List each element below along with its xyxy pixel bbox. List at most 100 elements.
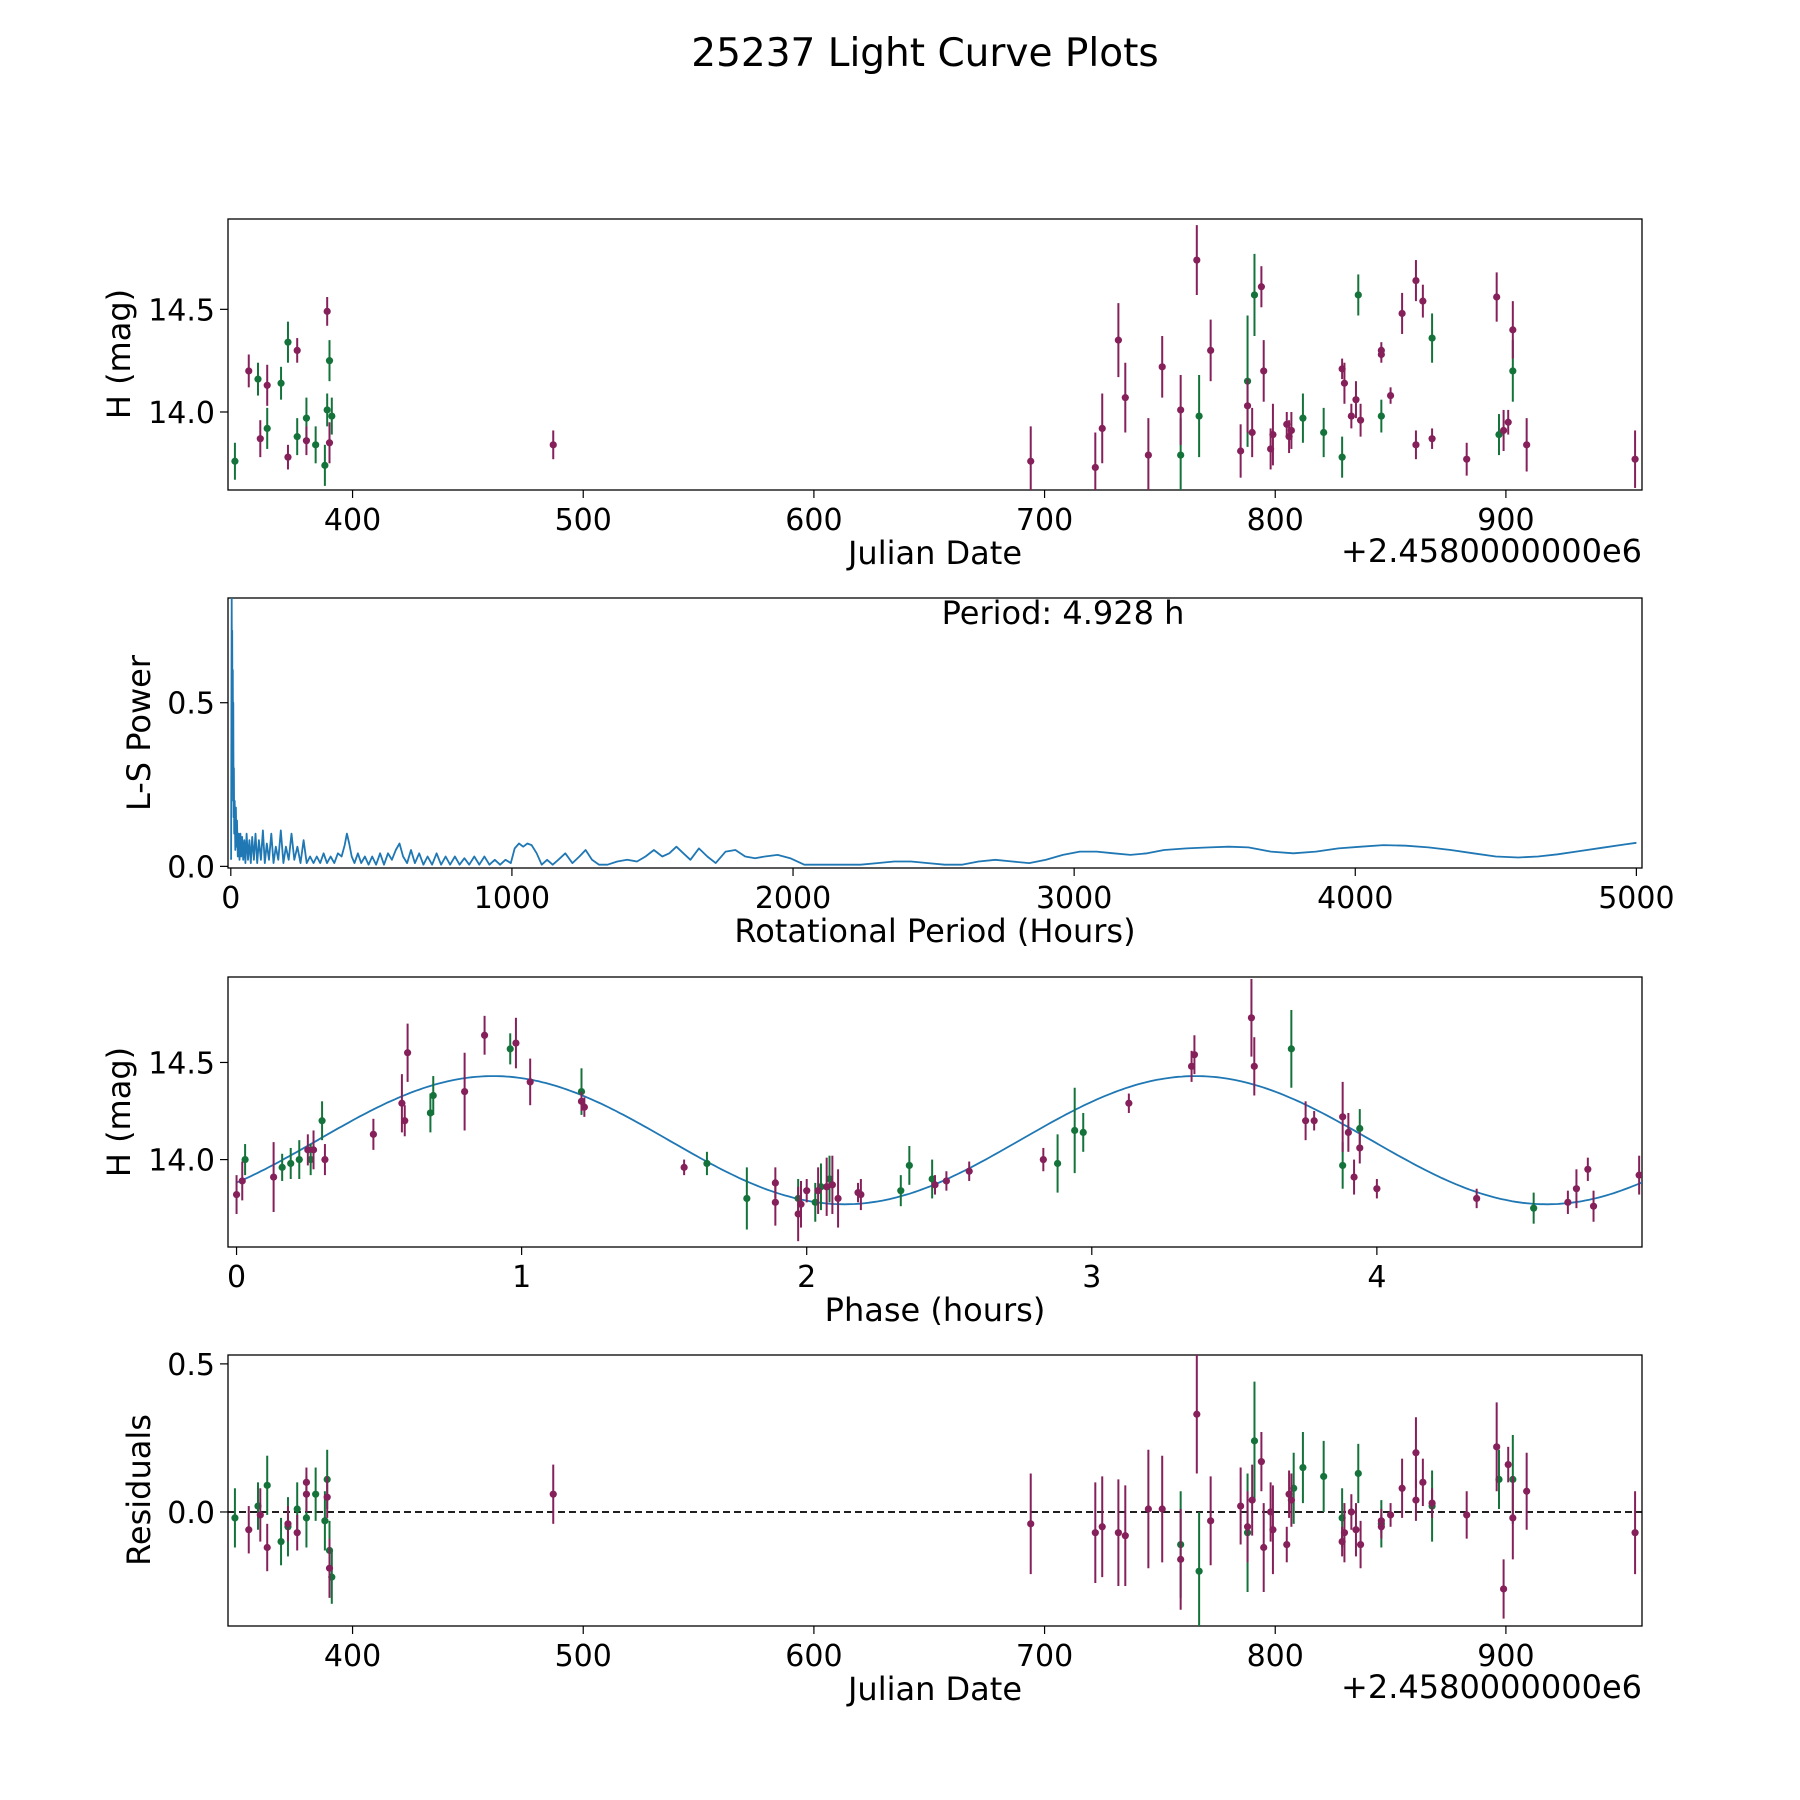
resid-x-tick-label-2: 600 xyxy=(785,1639,842,1674)
lc-maroon-point xyxy=(1098,424,1106,433)
light-curve-y-ticks: 14.0 14.5 xyxy=(148,293,228,431)
lc-maroon-point xyxy=(1207,346,1215,354)
resid-maroon-point xyxy=(1283,1540,1291,1549)
periodogram-line-group xyxy=(230,598,1637,866)
resid-maroon-point xyxy=(284,1520,292,1528)
lc-green-point xyxy=(325,357,334,365)
phase-green-point xyxy=(1356,1124,1364,1133)
lc-y-tick-label-0: 14.0 xyxy=(148,396,215,431)
phase-green-point xyxy=(426,1109,435,1117)
resid-maroon-point xyxy=(1523,1487,1531,1495)
resid-maroon-point xyxy=(549,1490,557,1498)
phase-maroon-point xyxy=(1473,1194,1481,1203)
resid-green-point xyxy=(1250,1437,1259,1445)
phase-green-point xyxy=(1071,1126,1079,1135)
phase-maroon-point xyxy=(304,1146,312,1154)
lc-green-point xyxy=(328,412,336,420)
phase-green-point xyxy=(1287,1045,1295,1053)
resid-maroon-point xyxy=(1463,1511,1471,1519)
lc-x-tick-label-1: 500 xyxy=(555,503,612,538)
resid-maroon-point xyxy=(1207,1517,1215,1525)
phase-green-point xyxy=(905,1161,913,1170)
phase-maroon-point xyxy=(401,1117,409,1125)
ls-y-tick-label-1: 0.5 xyxy=(167,687,215,722)
lc-green-point xyxy=(293,433,301,441)
lc-maroon-point xyxy=(1412,276,1420,285)
lc-maroon-point xyxy=(325,439,334,447)
resid-green-point xyxy=(263,1481,271,1489)
phase-x-tick-label-0: 0 xyxy=(227,1260,246,1295)
lc-maroon-point xyxy=(1347,412,1355,420)
resid-maroon-point xyxy=(293,1529,301,1537)
lc-maroon-point xyxy=(1287,426,1295,435)
resid-x-tick-label-1: 500 xyxy=(555,1639,612,1674)
resid-green-point xyxy=(277,1537,285,1546)
phase-maroon-point xyxy=(526,1078,534,1086)
resid-green-point xyxy=(302,1514,311,1522)
lc-maroon-point xyxy=(1340,379,1349,387)
resid-maroon-point xyxy=(1377,1517,1385,1525)
resid-maroon-point xyxy=(323,1493,331,1501)
lc-green-point xyxy=(1299,414,1307,422)
resid-maroon-point xyxy=(1428,1499,1436,1507)
resid-x-tick-label-3: 700 xyxy=(1016,1639,1073,1674)
lc-green-point xyxy=(1495,430,1503,439)
resid-maroon-point xyxy=(1412,1449,1420,1457)
resid-y-tick-label-1: 0.5 xyxy=(167,1348,215,1383)
light-curve-x-ticks: 400 500 600 700 800 900 xyxy=(324,490,1535,538)
phase-maroon-point xyxy=(680,1163,688,1171)
residuals-y-label: Residuals xyxy=(120,1414,158,1566)
ls-x-tick-label-5: 5000 xyxy=(1598,881,1674,916)
ls-x-tick-label-0: 0 xyxy=(221,881,240,916)
lc-green-point xyxy=(284,338,292,346)
lc-maroon-point xyxy=(1027,457,1035,465)
phase-marks xyxy=(232,978,1642,1242)
lc-maroon-point xyxy=(323,307,331,315)
resid-maroon-point xyxy=(263,1543,271,1552)
resid-maroon-point xyxy=(1158,1505,1166,1513)
phase-green-point xyxy=(811,1198,819,1206)
lc-maroon-point xyxy=(1499,426,1508,435)
resid-green-point xyxy=(1320,1472,1328,1481)
resid-maroon-point xyxy=(302,1478,311,1486)
periodogram-y-ticks: 0.0 0.5 xyxy=(167,687,228,885)
phase-green-point xyxy=(825,1175,834,1183)
lc-maroon-point xyxy=(1377,346,1385,354)
resid-maroon-point xyxy=(1177,1555,1185,1563)
phase-maroon-point xyxy=(404,1049,412,1057)
lc-maroon-point xyxy=(1114,336,1122,344)
periodogram-x-ticks: 0 1000 2000 3000 4000 5000 xyxy=(221,868,1675,916)
phase-maroon-point xyxy=(1564,1198,1572,1206)
resid-green-point xyxy=(293,1505,301,1513)
lc-maroon-point xyxy=(245,367,253,375)
lc-maroon-point xyxy=(284,453,292,461)
phase-maroon-point xyxy=(1589,1202,1598,1210)
phase-maroon-point xyxy=(814,1187,822,1195)
phase-maroon-point xyxy=(238,1177,246,1185)
lc-maroon-point xyxy=(1419,297,1427,305)
phase-maroon-point xyxy=(965,1167,973,1175)
phase-maroon-point xyxy=(794,1210,802,1218)
phase-maroon-point xyxy=(1350,1173,1358,1181)
resid-maroon-point xyxy=(1027,1520,1035,1528)
resid-maroon-point xyxy=(1398,1484,1406,1492)
phase-green-point xyxy=(287,1159,295,1168)
lc-maroon-point xyxy=(1158,363,1166,371)
resid-maroon-point xyxy=(1260,1543,1268,1552)
resid-maroon-point xyxy=(1144,1505,1152,1513)
lc-maroon-point xyxy=(302,437,311,445)
periodogram-x-label: Rotational Period (Hours) xyxy=(734,912,1135,950)
figure-title: 25237 Light Curve Plots xyxy=(691,31,1158,76)
phase-x-label: Phase (hours) xyxy=(825,1291,1046,1329)
resid-maroon-point xyxy=(1412,1496,1420,1504)
lc-green-point xyxy=(321,461,329,469)
phase-maroon-point xyxy=(1584,1165,1592,1173)
phase-green-point xyxy=(506,1045,514,1053)
phase-maroon-point xyxy=(1187,1062,1196,1070)
lc-maroon-point xyxy=(1121,394,1129,402)
ls-x-tick-label-4: 4000 xyxy=(1317,881,1393,916)
ls-y-tick-label-0: 0.0 xyxy=(167,850,215,885)
light-curve-points xyxy=(231,225,1639,490)
